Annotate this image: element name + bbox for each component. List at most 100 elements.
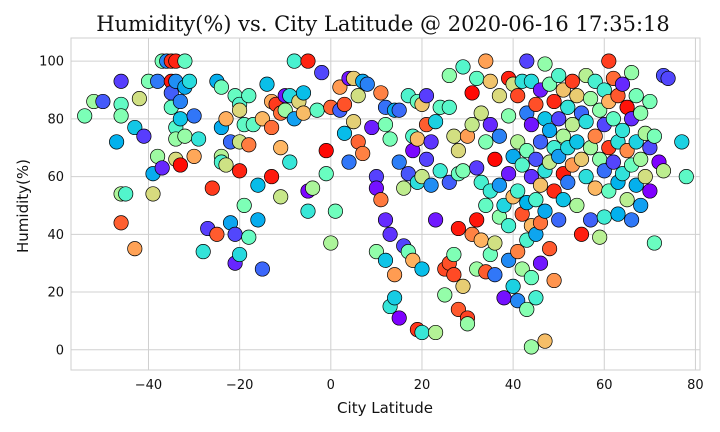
scatter-point [131,91,147,107]
scatter-point [637,169,653,185]
scatter-point [446,128,462,144]
scatter-point [478,197,494,213]
scatter-point [218,111,234,127]
scatter-point [455,59,471,75]
scatter-point [469,212,485,228]
scatter-point [232,163,248,179]
scatter-point [172,111,188,127]
scatter-point [569,88,585,104]
scatter-point [528,192,544,208]
scatter-point [501,218,517,234]
scatter-point [478,53,494,69]
y-tick-label: 60 [47,170,64,185]
scatter-point [77,108,93,124]
scatter-point [592,229,608,245]
scatter-point [660,70,676,86]
scatter-point [282,154,298,170]
scatter-point [414,261,430,277]
scatter-point [295,85,312,101]
scatter-point [583,212,599,228]
scatter-point [428,324,444,341]
scatter-point [382,131,398,147]
x-tick-label: 20 [414,378,431,393]
scatter-point [336,96,353,112]
scatter-point [569,134,585,150]
scatter-point [154,160,170,176]
scatter-point [569,197,585,213]
scatter-point [396,180,412,196]
scatter-point [487,151,503,167]
scatter-point [646,128,662,144]
scatter-point [573,151,590,167]
scatter-point [482,117,498,133]
scatter-point [491,128,507,144]
scatter-point [455,278,471,294]
scatter-point [459,316,476,332]
scatter-point [423,134,439,150]
scatter-point [537,333,553,349]
scatter-point [573,226,590,242]
scatter-point [601,53,617,69]
scatter-point [300,53,316,69]
x-tick-label: 0 [327,378,335,393]
scatter-point [674,134,690,150]
scatter-point [633,151,649,167]
scatter-point [236,197,252,213]
scatter-point [273,140,289,156]
scatter-point [624,212,640,228]
scatter-point [537,203,553,219]
scatter-point [583,91,599,107]
scatter-point [646,235,662,251]
y-tick-label: 100 [39,55,64,70]
scatter-point [578,114,594,130]
scatter-point [432,163,448,179]
scatter-point [414,324,430,341]
scatter-point [186,108,202,124]
scatter-point [528,290,544,306]
scatter-point [250,177,266,193]
scatter-point [391,102,407,118]
scatter-point [564,117,580,133]
scatter-point [318,143,334,159]
scatter-point [560,99,576,115]
scatter-point [118,186,134,202]
scatter-point [601,183,617,199]
chart-title: Humidity(%) vs. City Latitude @ 2020-06-… [96,12,670,36]
points-layer [77,53,694,355]
scatter-point [642,183,658,199]
scatter-point [172,157,188,173]
scatter-point [300,203,316,219]
scatter-point [587,128,603,144]
scatter-point [232,102,248,118]
scatter-point [405,252,421,268]
scatter-point [523,117,539,133]
scatter-point [181,73,198,89]
scatter-point [528,151,544,167]
scatter-point [341,154,357,170]
scatter-point [373,192,389,208]
scatter-point [391,154,407,170]
scatter-point [551,212,567,228]
scatter-point [519,301,535,317]
x-tick-label: −20 [226,378,253,393]
scatter-point [546,272,562,289]
scatter-point [350,88,366,104]
scatter-point [496,290,512,306]
scatter-point [551,111,567,127]
scatter-point [264,169,280,185]
scatter-point [478,134,494,150]
scatter-point [546,93,562,110]
scatter-point [469,160,485,176]
scatter-point [633,105,649,121]
scatter-point [446,267,462,283]
scatter-point [464,117,480,133]
scatter-point [473,105,489,121]
scatter-point [305,180,321,196]
scatter-point [578,169,594,185]
scatter-point [446,246,462,263]
scatter-point [450,220,466,237]
scatter-point [450,143,466,159]
scatter-point [491,177,507,193]
scatter-point [469,70,485,86]
scatter-point [532,134,549,150]
